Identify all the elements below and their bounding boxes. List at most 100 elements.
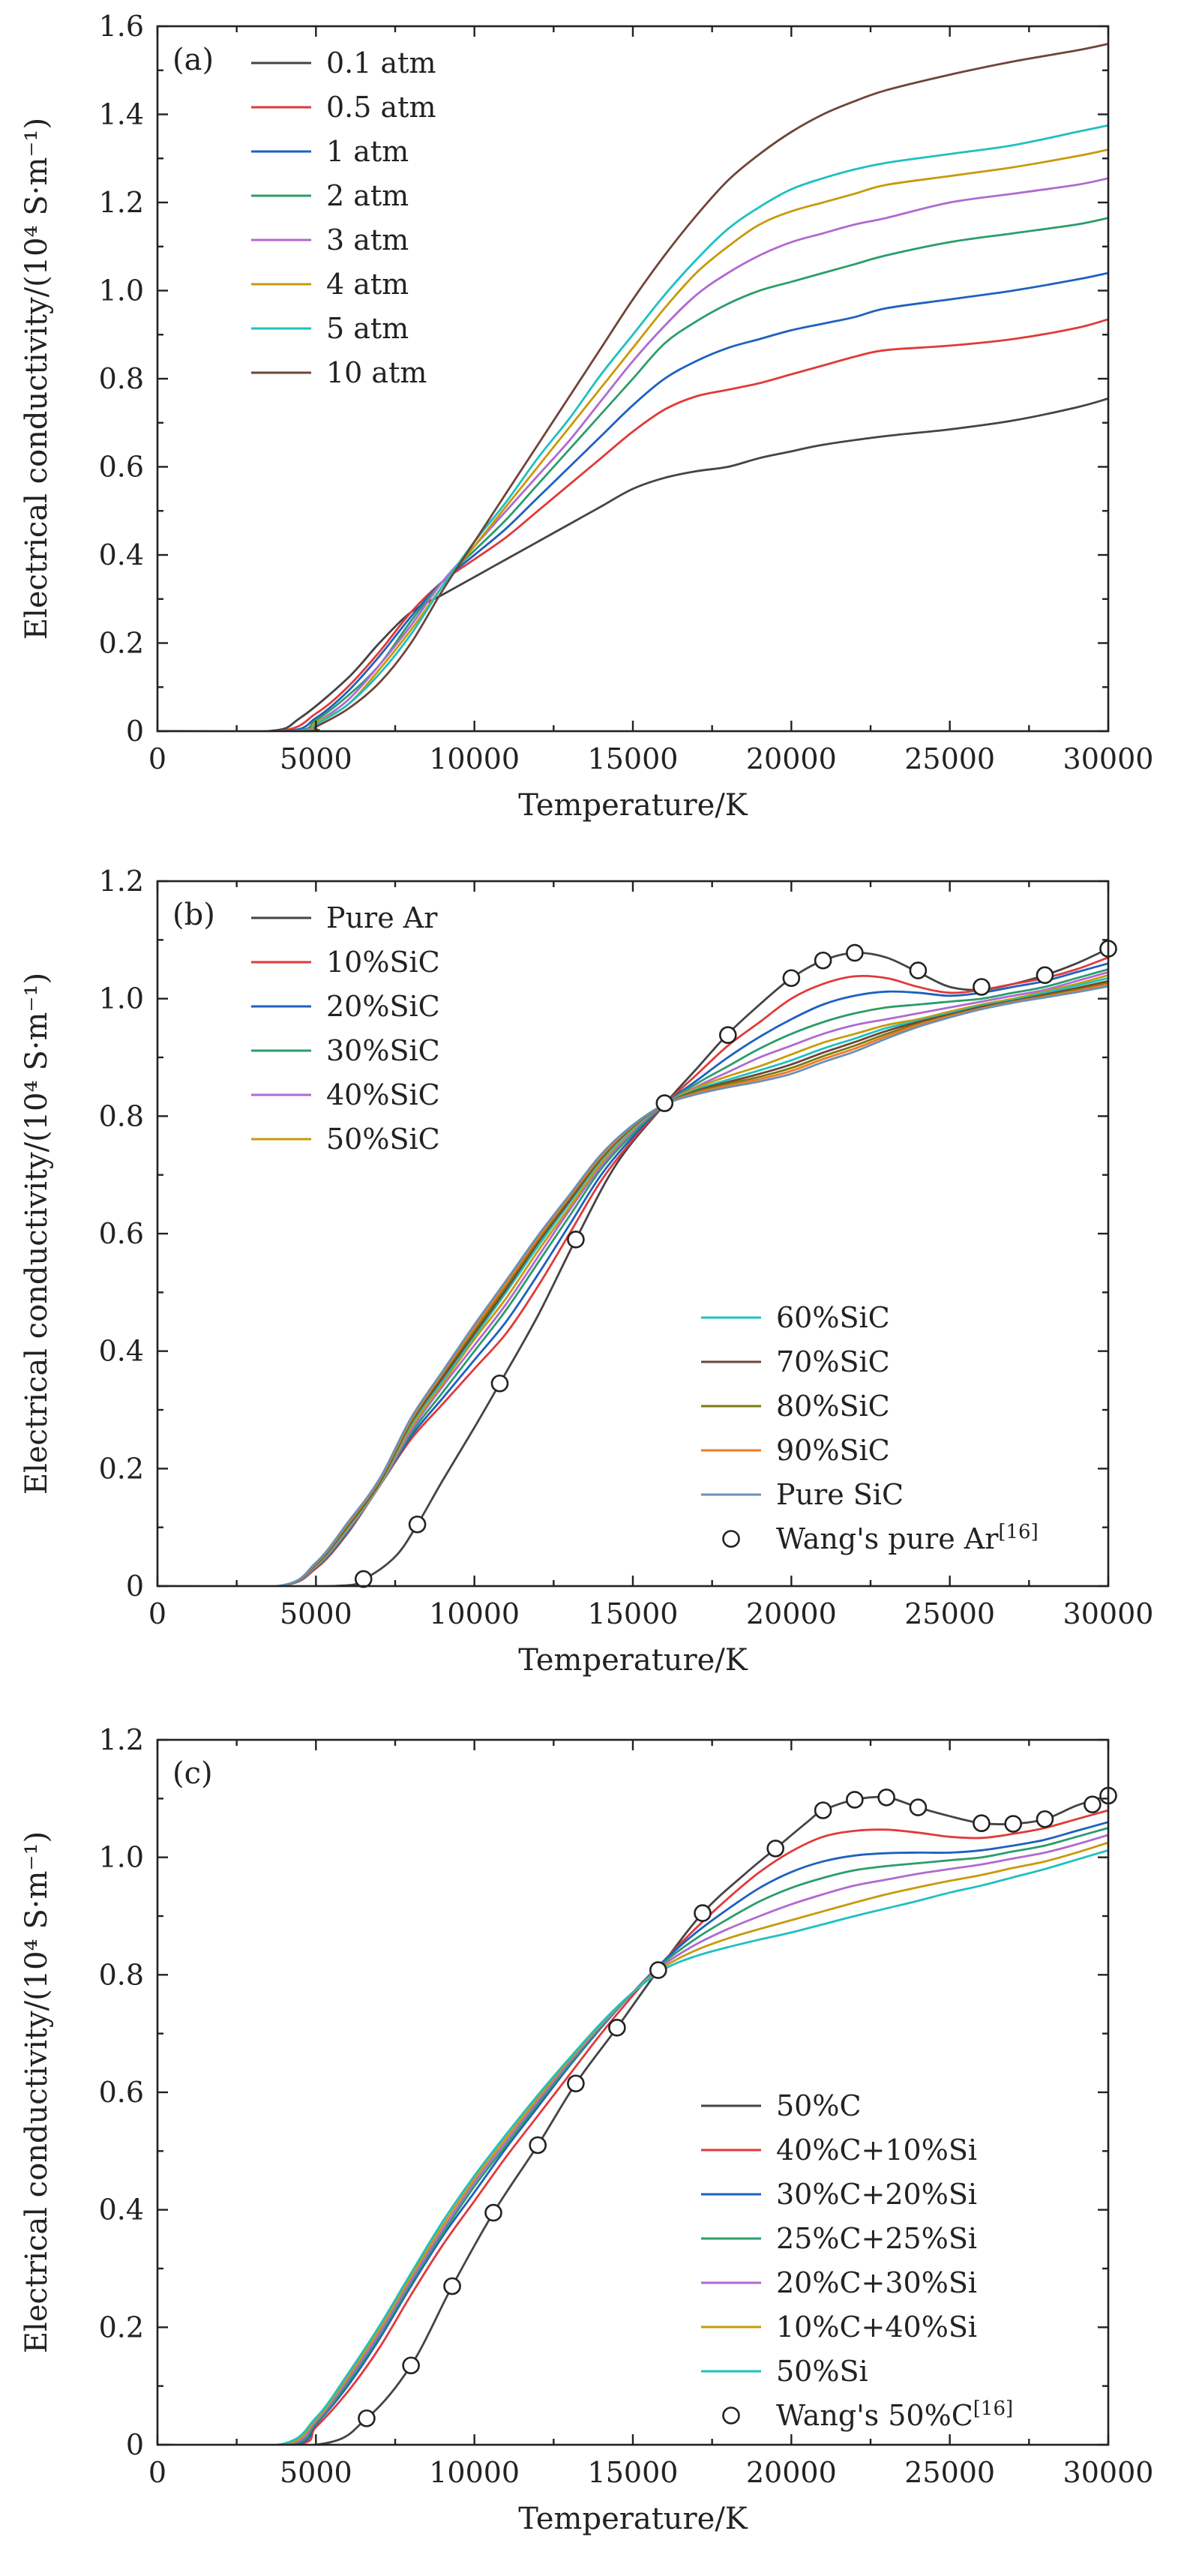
y-tick-label: 0.8 bbox=[99, 1099, 144, 1132]
data-point-marker bbox=[909, 1798, 928, 1816]
series-line-8 bbox=[157, 43, 1108, 731]
legend-label: 50%Si bbox=[776, 2355, 868, 2388]
legend-label: 30%C+20%Si bbox=[776, 2178, 977, 2211]
data-point-marker bbox=[846, 943, 864, 962]
legend-label: 0.1 atm bbox=[326, 46, 436, 79]
series-line-5 bbox=[157, 177, 1108, 731]
x-axis-label: Temperature/K bbox=[518, 2502, 748, 2536]
x-axis-label: Temperature/K bbox=[518, 788, 748, 823]
data-point-marker bbox=[567, 2074, 585, 2093]
series-line-11 bbox=[157, 985, 1108, 1586]
y-tick-label: 0.2 bbox=[99, 2311, 144, 2344]
data-point-marker bbox=[529, 2136, 547, 2155]
x-tick-label: 5000 bbox=[280, 1597, 352, 1630]
y-tick-label: 1.0 bbox=[99, 274, 144, 307]
y-tick-label: 0.2 bbox=[99, 1452, 144, 1485]
x-tick-label: 25000 bbox=[904, 742, 995, 775]
data-point-marker bbox=[567, 1231, 585, 1249]
legend-label: 30%SiC bbox=[326, 1034, 440, 1067]
series-line-4 bbox=[157, 968, 1108, 1586]
data-point-marker bbox=[649, 1961, 667, 1979]
series-line-2 bbox=[157, 1809, 1108, 2445]
legend-label: 90%SiC bbox=[776, 1434, 890, 1467]
x-tick-label: 20000 bbox=[746, 2456, 837, 2489]
data-point-marker bbox=[1004, 1815, 1022, 1833]
legend-label: 20%SiC bbox=[326, 990, 440, 1023]
x-tick-label: 30000 bbox=[1063, 1597, 1154, 1630]
data-point-marker bbox=[814, 1801, 832, 1819]
x-tick-label: 15000 bbox=[588, 2456, 679, 2489]
y-axis-label: Electrical conductivity/(10⁴ S·m⁻¹) bbox=[19, 973, 54, 1495]
legend-label: 20%C+30%Si bbox=[776, 2266, 977, 2299]
legend-label: 80%SiC bbox=[776, 1390, 890, 1423]
data-point-marker bbox=[909, 961, 928, 979]
data-point-marker bbox=[973, 1814, 991, 1833]
series-line-3 bbox=[157, 962, 1108, 1586]
x-tick-label: 0 bbox=[148, 2456, 166, 2489]
legend-label: 2 atm bbox=[326, 179, 409, 212]
panel-label: (b) bbox=[172, 898, 215, 932]
legend-label: Pure Ar bbox=[326, 901, 438, 934]
data-point-marker bbox=[1084, 1795, 1102, 1813]
data-point-marker bbox=[1036, 1810, 1054, 1828]
legend-label: Pure SiC bbox=[776, 1478, 904, 1511]
y-axis-label: Electrical conductivity/(10⁴ S·m⁻¹) bbox=[19, 1831, 54, 2353]
series-group bbox=[157, 1795, 1108, 2445]
y-tick-label: 0.4 bbox=[99, 538, 144, 571]
legend-marker-swatch bbox=[722, 2407, 740, 2425]
legend-label: 10%C+40%Si bbox=[776, 2311, 977, 2344]
chart-panel-b: 0 5000 10000 15000 20000 25000 30000 0 0.2 0.4 0.6… bbox=[19, 865, 1153, 1678]
legend-label: 40%SiC bbox=[326, 1078, 440, 1111]
series-group bbox=[157, 43, 1108, 731]
plot-frame bbox=[156, 880, 1110, 1588]
legend-label: 1 atm bbox=[326, 135, 409, 168]
y-axis-label: Electrical conductivity/(10⁴ S·m⁻¹) bbox=[19, 118, 54, 640]
data-point-marker bbox=[1036, 966, 1054, 985]
series-line-5 bbox=[157, 971, 1108, 1586]
series-line-2 bbox=[157, 318, 1108, 731]
data-point-marker bbox=[655, 1094, 674, 1112]
data-point-marker bbox=[846, 1791, 864, 1809]
y-tick-label: 0.2 bbox=[99, 627, 144, 660]
data-point-marker bbox=[718, 1026, 737, 1045]
y-tick-label: 0.8 bbox=[99, 362, 144, 395]
x-tick-label: 10000 bbox=[429, 742, 520, 775]
legend-label: Wang's pure Ar[16] bbox=[776, 1521, 1039, 1555]
x-tick-label: 25000 bbox=[904, 1597, 995, 1630]
y-tick-label: 0.8 bbox=[99, 1958, 144, 1991]
x-tick-label: 5000 bbox=[280, 742, 352, 775]
legend-label: 4 atm bbox=[326, 268, 409, 301]
legend-label: 60%SiC bbox=[776, 1301, 890, 1334]
series-line-2 bbox=[157, 956, 1108, 1586]
data-point-marker bbox=[354, 1570, 373, 1588]
x-tick-label: 0 bbox=[148, 1597, 166, 1630]
x-tick-label: 20000 bbox=[746, 742, 837, 775]
data-point-marker bbox=[443, 2277, 461, 2296]
x-tick-label: 0 bbox=[148, 742, 166, 775]
x-tick-label: 15000 bbox=[588, 1597, 679, 1630]
legend-label: 50%SiC bbox=[326, 1123, 440, 1156]
data-point-marker bbox=[694, 1904, 712, 1922]
y-tick-label: 1.0 bbox=[99, 1841, 144, 1874]
data-point-marker bbox=[608, 2019, 626, 2037]
y-tick-label: 1.2 bbox=[99, 186, 144, 219]
data-point-marker bbox=[814, 951, 832, 970]
series-line-1 bbox=[157, 397, 1108, 731]
series-group bbox=[157, 947, 1108, 1586]
y-tick-label: 0 bbox=[126, 715, 144, 748]
legend-label: 3 atm bbox=[326, 223, 409, 256]
y-tick-label: 1.2 bbox=[99, 1723, 144, 1756]
panel-label: (c) bbox=[172, 1756, 213, 1791]
x-tick-label: 30000 bbox=[1063, 2456, 1154, 2489]
y-tick-label: 0 bbox=[126, 1570, 144, 1603]
x-tick-label: 5000 bbox=[280, 2456, 352, 2489]
y-tick-label: 0.6 bbox=[99, 1217, 144, 1250]
series-line-6 bbox=[157, 973, 1108, 1586]
x-tick-label: 10000 bbox=[429, 2456, 520, 2489]
y-tick-label: 1.6 bbox=[99, 10, 144, 43]
y-tick-label: 0 bbox=[126, 2428, 144, 2461]
series-line-1 bbox=[157, 1795, 1108, 2445]
x-tick-label: 30000 bbox=[1063, 742, 1154, 775]
y-tick-label: 1.4 bbox=[99, 98, 144, 131]
